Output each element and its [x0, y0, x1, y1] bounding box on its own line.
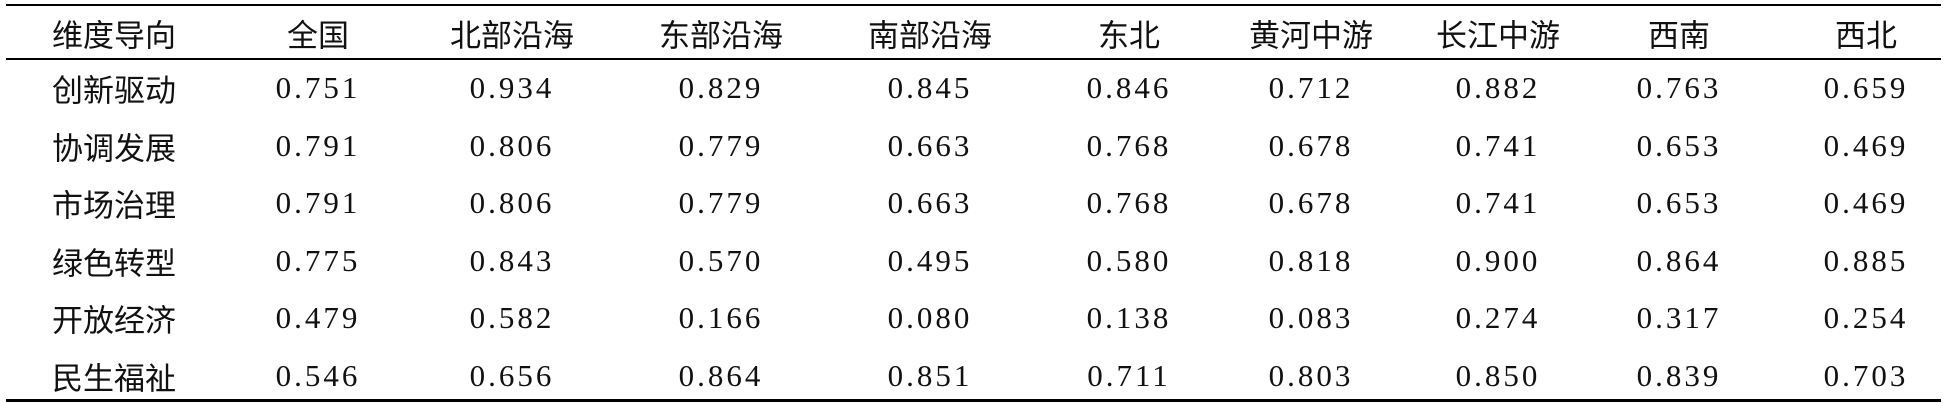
- value-cell: 0.663: [887, 127, 973, 163]
- row-label: 市场治理: [52, 188, 176, 224]
- value-cell: 0.751: [275, 70, 361, 105]
- row-label: 创新驱动: [52, 73, 176, 109]
- row-label: 民生福祉: [52, 361, 176, 396]
- value-cell: 0.469: [1823, 185, 1909, 220]
- row-label: 开放经济: [52, 303, 176, 339]
- value-cell: 0.818: [1268, 242, 1354, 278]
- value-cell: 0.495: [887, 242, 973, 278]
- header-cell: 全国: [287, 18, 349, 54]
- value-cell: 0.546: [275, 357, 361, 393]
- value-cell: 0.829: [678, 70, 764, 105]
- value-cell: 0.845: [887, 70, 973, 105]
- header-cell: 东部沿海: [659, 18, 783, 54]
- value-cell: 0.138: [1086, 300, 1172, 335]
- value-cell: 0.663: [887, 185, 973, 220]
- value-cell: 0.741: [1455, 127, 1541, 163]
- value-cell: 0.803: [1268, 357, 1354, 393]
- value-cell: 0.806: [469, 127, 555, 163]
- header-cell: 西北: [1835, 18, 1897, 54]
- value-cell: 0.851: [887, 357, 973, 393]
- value-cell: 0.850: [1455, 357, 1541, 393]
- top-rule: [6, 4, 1941, 6]
- value-cell: 0.846: [1086, 70, 1172, 105]
- value-cell: 0.678: [1268, 127, 1354, 163]
- bottom-rule: [6, 399, 1941, 402]
- value-cell: 0.656: [469, 357, 555, 393]
- value-cell: 0.580: [1086, 242, 1172, 278]
- value-cell: 0.469: [1823, 127, 1909, 163]
- value-cell: 0.317: [1636, 300, 1722, 335]
- header-cell: 长江中游: [1436, 18, 1560, 54]
- header-cell: 西南: [1648, 18, 1710, 54]
- value-cell: 0.791: [275, 127, 361, 163]
- header-cell: 维度导向: [52, 18, 176, 54]
- value-cell: 0.843: [469, 242, 555, 278]
- value-cell: 0.806: [469, 185, 555, 220]
- value-cell: 0.775: [275, 242, 361, 278]
- header-cell: 北部沿海: [450, 18, 574, 54]
- value-cell: 0.703: [1823, 357, 1909, 393]
- value-cell: 0.768: [1086, 127, 1172, 163]
- value-cell: 0.768: [1086, 185, 1172, 220]
- value-cell: 0.274: [1455, 300, 1541, 335]
- value-cell: 0.582: [469, 300, 555, 335]
- value-cell: 0.711: [1087, 357, 1171, 393]
- value-cell: 0.779: [678, 127, 764, 163]
- value-cell: 0.885: [1823, 242, 1909, 278]
- value-cell: 0.934: [469, 70, 555, 105]
- value-cell: 0.653: [1636, 185, 1722, 220]
- value-cell: 0.166: [678, 300, 764, 335]
- value-cell: 0.864: [1636, 242, 1722, 278]
- value-cell: 0.900: [1455, 242, 1541, 278]
- value-cell: 0.839: [1636, 357, 1722, 393]
- value-cell: 0.653: [1636, 127, 1722, 163]
- value-cell: 0.659: [1823, 70, 1909, 105]
- row-label: 绿色转型: [52, 246, 176, 281]
- value-cell: 0.741: [1455, 185, 1541, 220]
- row-label: 协调发展: [52, 131, 176, 166]
- header-cell: 黄河中游: [1249, 18, 1373, 54]
- value-cell: 0.779: [678, 185, 764, 220]
- header-rule: [6, 58, 1941, 60]
- value-cell: 0.080: [887, 300, 973, 335]
- value-cell: 0.678: [1268, 185, 1354, 220]
- header-cell: 东北: [1098, 18, 1160, 54]
- value-cell: 0.864: [678, 357, 764, 393]
- value-cell: 0.254: [1823, 300, 1909, 335]
- value-cell: 0.763: [1636, 70, 1722, 105]
- value-cell: 0.570: [678, 242, 764, 278]
- value-cell: 0.712: [1268, 70, 1354, 105]
- value-cell: 0.479: [275, 300, 361, 335]
- value-cell: 0.882: [1455, 70, 1541, 105]
- value-cell: 0.083: [1268, 300, 1354, 335]
- value-cell: 0.791: [275, 185, 361, 220]
- header-cell: 南部沿海: [868, 18, 992, 54]
